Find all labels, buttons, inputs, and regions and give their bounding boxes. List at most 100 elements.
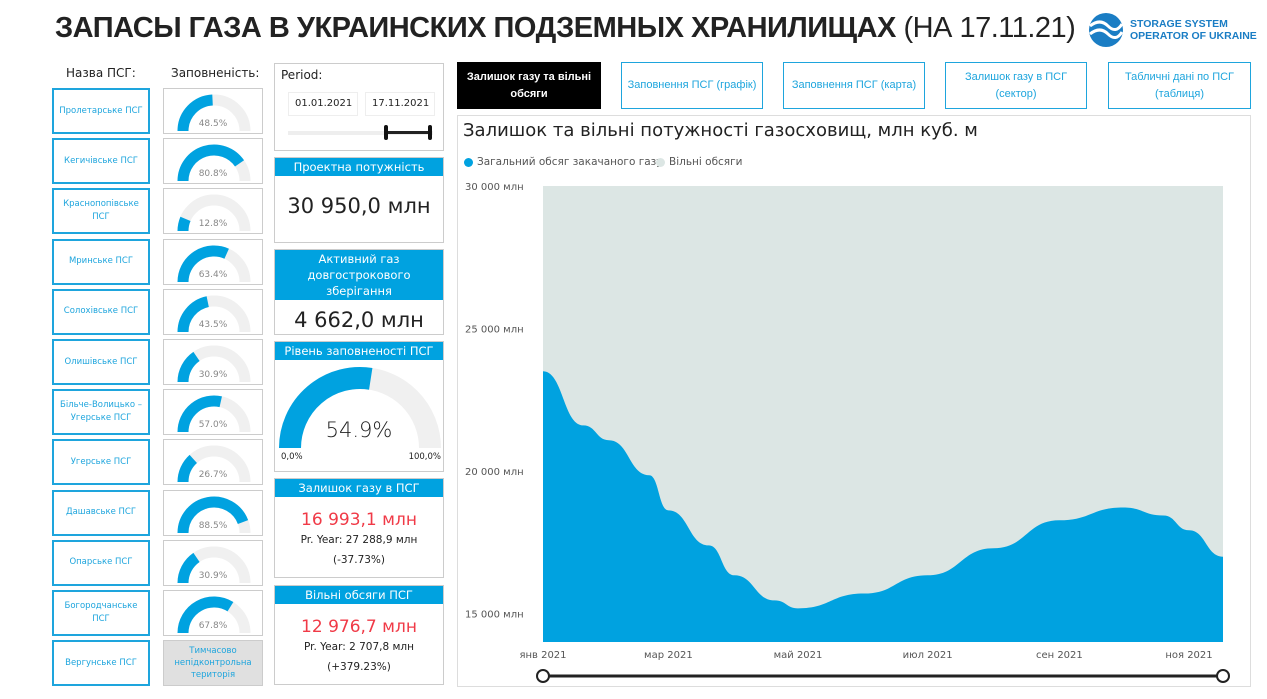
- card-value: 30 950,0 млн: [287, 194, 431, 218]
- previous-year: Pr. Year: 2 707,8 млн: [303, 641, 414, 653]
- tab-fill-map[interactable]: Заповнення ПСГ (карта): [783, 62, 925, 109]
- tab-remaining-free[interactable]: Залишок газу та вільні обсяги: [457, 62, 601, 109]
- legend-item-free[interactable]: Вільні обсяги: [656, 156, 742, 168]
- gauge-fill: [177, 596, 234, 634]
- legend-dot: [656, 157, 665, 167]
- card-value: 12 976,7 млн: [301, 617, 417, 637]
- area-chart: 15 000 млн 20 000 млн 25 000 млн 30 000 млн…: [465, 182, 1230, 683]
- storage-button[interactable]: Вергунське ПСГ: [52, 640, 150, 687]
- slider-start-handle[interactable]: [536, 669, 550, 683]
- storage-button[interactable]: Богородчанське ПСГ: [52, 590, 150, 636]
- gauge-fill: [177, 395, 222, 433]
- fill-percent: 80.8%: [198, 169, 228, 180]
- period-filter: Period: 01.01.2021 17.11.2021: [274, 63, 444, 151]
- gauge-fill: [177, 351, 200, 383]
- period-label: Period:: [281, 68, 323, 82]
- period-slider-start-handle[interactable]: [384, 125, 388, 140]
- fill-percent: 26.7%: [198, 470, 228, 481]
- free-volume-card: Вільні обсяги ПСГ 12 976,7 млн Pr. Year:…: [274, 585, 444, 685]
- active-gas-card: Активний газ довгострокового зберігання …: [274, 249, 444, 335]
- period-slider-range: [385, 131, 430, 134]
- storage-button[interactable]: Солохівське ПСГ: [52, 288, 150, 335]
- page-title: ЗАПАСЫ ГАЗА В УКРАИНСКИХ ПОДЗЕМНЫХ ХРАНИ…: [55, 12, 1076, 44]
- gauge-fill: [177, 94, 214, 132]
- legend-item-injected[interactable]: Загальний обсяг закачаного газу: [464, 156, 662, 168]
- gauge-fill: [177, 217, 191, 232]
- storage-button[interactable]: Опарське ПСГ: [52, 539, 150, 586]
- storage-button[interactable]: Більче-Волицько – Угерське ПСГ: [52, 389, 150, 436]
- period-slider-track[interactable]: [288, 131, 433, 135]
- x-tick-label: ноя 2021: [1165, 650, 1212, 661]
- storage-button[interactable]: Краснопопівське ПСГ: [52, 188, 150, 235]
- fill-column-header: Заповненість:: [171, 66, 260, 80]
- tab-table[interactable]: Табличні дані по ПСГ (таблиця): [1108, 62, 1251, 109]
- chart-title: Залишок та вільні потужності газосховищ,…: [463, 120, 978, 141]
- storage-button[interactable]: Дашавське ПСГ: [52, 489, 150, 536]
- gauge-fill: [177, 455, 198, 483]
- fill-gauge: 80.8%: [163, 138, 263, 185]
- fill-percent: 12.8%: [198, 219, 228, 230]
- card-title: Проектна потужність: [275, 158, 443, 176]
- fill-gauge: 30.9%: [163, 539, 263, 586]
- fill-level-card: Рівень заповненості ПСГ 54.9% 0,0% 100,0…: [274, 341, 444, 472]
- storage-button[interactable]: Кегичівське ПСГ: [52, 138, 150, 185]
- change-percent: (-37.73%): [332, 554, 386, 566]
- fill-gauge: 57.0%: [163, 389, 263, 436]
- fill-percent: 30.9%: [198, 370, 228, 380]
- x-tick-label: июл 2021: [903, 650, 953, 661]
- fill-percent: 48.5%: [198, 119, 228, 129]
- y-tick-label: 20 000 млн: [465, 467, 524, 478]
- gauge-track: [177, 194, 251, 232]
- fill-gauge: 67.8%: [163, 590, 263, 636]
- fill-gauge: 43.5%: [163, 288, 263, 335]
- x-tick-label: янв 2021: [519, 650, 566, 661]
- tab-remaining-sector[interactable]: Залишок газу в ПСГ (сектор): [945, 62, 1087, 109]
- gauge-fill: [177, 245, 229, 282]
- fill-level-value: 54.9%: [325, 418, 393, 442]
- card-value: 4 662,0 млн: [294, 308, 424, 332]
- storage-button[interactable]: Мринське ПСГ: [52, 238, 150, 285]
- slider-end-handle[interactable]: [1216, 669, 1230, 683]
- storage-button[interactable]: Угерське ПСГ: [52, 439, 150, 486]
- fill-percent: 63.4%: [198, 269, 228, 280]
- start-date-input[interactable]: 01.01.2021: [288, 92, 358, 116]
- end-date-input[interactable]: 17.11.2021: [365, 92, 435, 116]
- x-tick-label: мар 2021: [644, 650, 693, 661]
- card-title: Активний газ довгострокового зберігання: [275, 250, 443, 300]
- gauge-fill: [177, 296, 210, 333]
- period-slider-end-handle[interactable]: [428, 125, 432, 140]
- fill-gauge: 48.5%: [163, 88, 263, 134]
- fill-percent: 30.9%: [198, 570, 228, 581]
- gauge-fill: [177, 144, 245, 182]
- report-date: (НА 17.11.21): [903, 12, 1076, 44]
- chart-panel: [457, 115, 1251, 687]
- gauge-fill: [177, 496, 249, 533]
- fill-gauge: 63.4%: [163, 238, 263, 285]
- card-title: Вільні обсяги ПСГ: [275, 586, 443, 604]
- storage-button[interactable]: Пролетарське ПСГ: [52, 88, 150, 134]
- previous-year: Pr. Year: 27 288,9 млн: [300, 534, 418, 546]
- card-title: Рівень заповненості ПСГ: [275, 342, 443, 360]
- y-tick-label: 15 000 млн: [465, 610, 524, 621]
- x-tick-label: май 2021: [774, 650, 823, 661]
- gauge-fill: [279, 367, 373, 449]
- tab-fill-chart[interactable]: Заповнення ПСГ (графік): [621, 62, 763, 109]
- fill-gauge: 26.7%: [163, 439, 263, 486]
- legend-dot: [464, 157, 473, 167]
- name-column-header: Назва ПСГ:: [66, 66, 136, 80]
- gauge-max: 100,0%: [408, 452, 441, 462]
- gauge-fill: [177, 552, 200, 584]
- fill-level-gauge: [279, 367, 441, 449]
- globe-logo-icon: [1089, 13, 1124, 47]
- gauge-min: 0,0%: [281, 452, 303, 462]
- fill-percent: 67.8%: [198, 621, 228, 631]
- card-value: 16 993,1 млн: [301, 510, 417, 530]
- card-title: Залишок газу в ПСГ: [275, 479, 443, 497]
- fill-percent: 88.5%: [198, 520, 228, 531]
- y-tick-label: 30 000 млн: [465, 182, 524, 193]
- change-percent: (+379.23%): [327, 661, 391, 673]
- storage-button[interactable]: Олишівське ПСГ: [52, 339, 150, 385]
- y-tick-label: 25 000 млн: [465, 325, 524, 336]
- fill-gauge: 30.9%: [163, 339, 263, 385]
- design-capacity-card: Проектна потужність 30 950,0 млн: [274, 157, 444, 243]
